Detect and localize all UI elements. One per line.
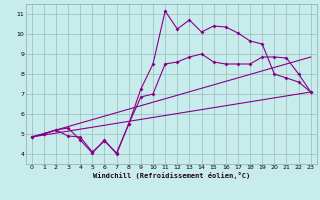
X-axis label: Windchill (Refroidissement éolien,°C): Windchill (Refroidissement éolien,°C) bbox=[92, 172, 250, 179]
